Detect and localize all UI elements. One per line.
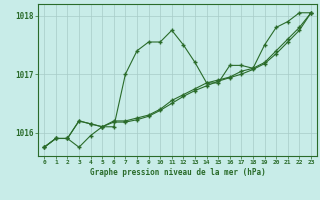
X-axis label: Graphe pression niveau de la mer (hPa): Graphe pression niveau de la mer (hPa) — [90, 168, 266, 177]
